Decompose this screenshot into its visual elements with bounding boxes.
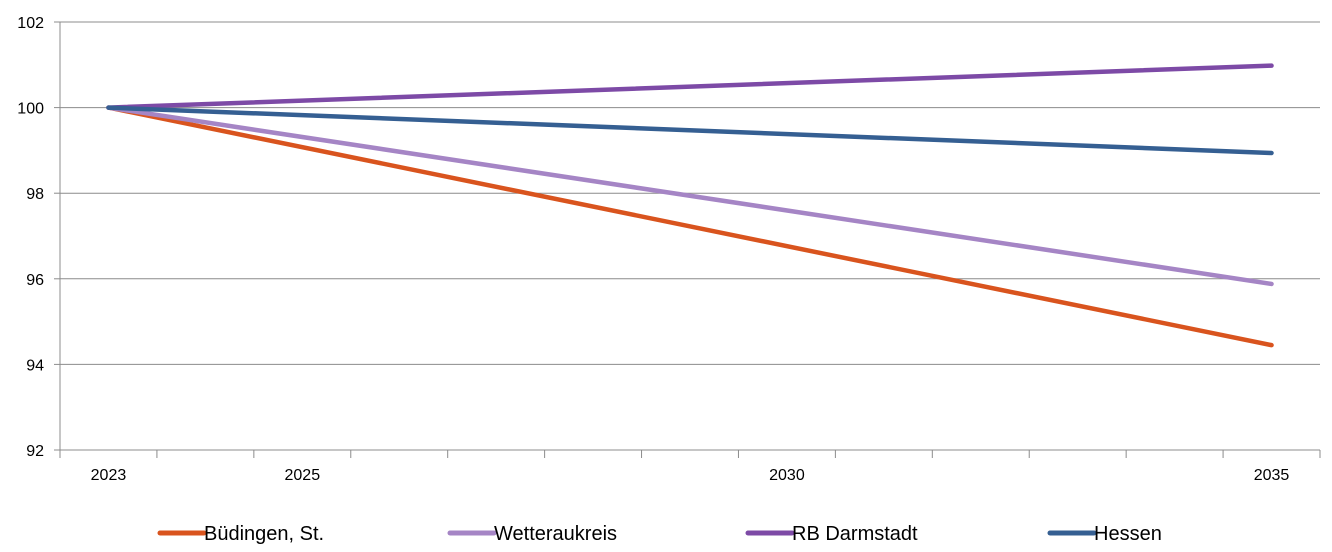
axes: [59, 22, 1320, 451]
y-tick-label: 92: [26, 443, 44, 460]
legend-item-wetteraukreis: Wetteraukreis: [447, 523, 617, 545]
series-line-b-dingen-st: [106, 105, 1274, 348]
series-line-hessen: [106, 105, 1274, 156]
series-line-wetteraukreis: [106, 105, 1274, 287]
legend-label: RB Darmstadt: [792, 523, 918, 545]
legend-label: Hessen: [1094, 523, 1162, 545]
legend-item-b-dingen-st: Büdingen, St.: [157, 523, 324, 545]
x-tick-label: 2035: [1254, 467, 1290, 484]
y-tick-label: 96: [26, 272, 44, 289]
y-tick-label: 100: [17, 101, 44, 118]
legend-item-rb-darmstadt: RB Darmstadt: [745, 523, 918, 545]
legend-label: Büdingen, St.: [204, 523, 324, 545]
legend: Büdingen, St. Wetteraukreis RB Darmstadt He…: [157, 523, 1162, 545]
x-tick-label: 2023: [91, 467, 127, 484]
series-lines: [106, 63, 1274, 348]
legend-item-hessen: Hessen: [1047, 523, 1162, 545]
x-tick-label: 2025: [285, 467, 321, 484]
y-axis-ticks: 92 94 96 98 100 102: [17, 15, 60, 460]
y-tick-label: 94: [26, 357, 44, 374]
x-axis-ticks: 2023 2025 2030 2035: [59, 450, 1321, 484]
y-tick-label: 102: [17, 15, 44, 32]
series-line-rb-darmstadt: [106, 63, 1274, 110]
x-tick-label: 2030: [769, 467, 805, 484]
legend-label: Wetteraukreis: [494, 523, 617, 545]
gridlines: [60, 21, 1320, 365]
y-tick-label: 98: [26, 186, 44, 203]
